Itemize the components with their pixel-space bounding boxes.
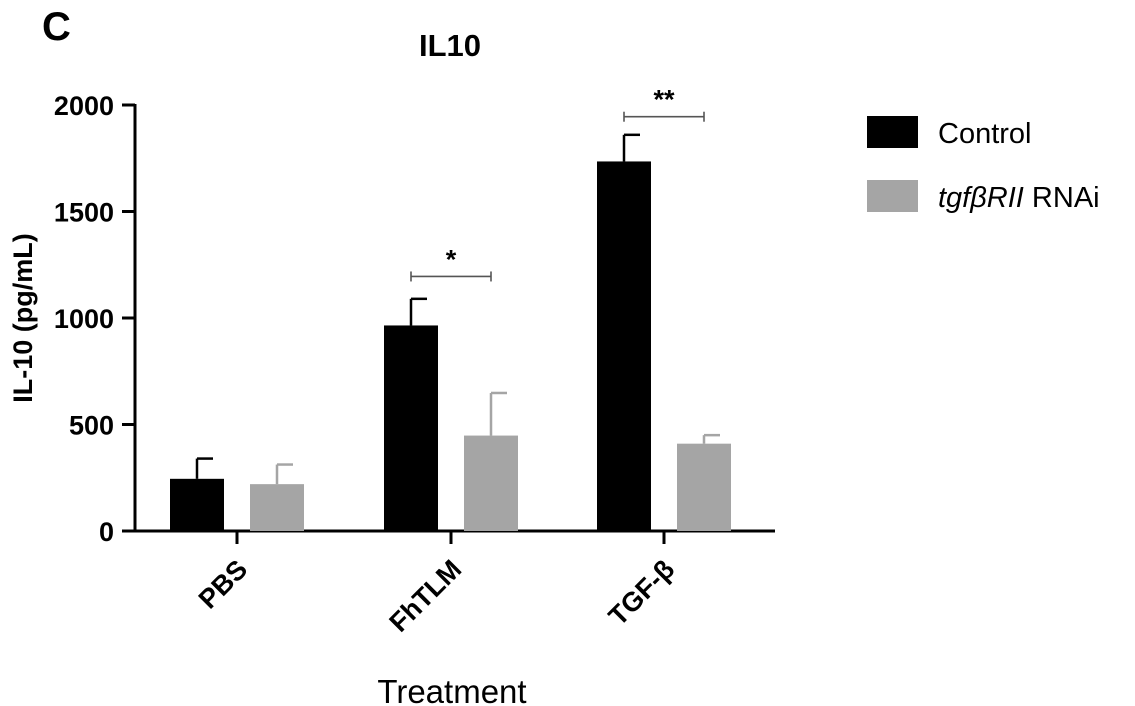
bar [170,478,224,531]
y-tick-label: 1000 [54,304,114,334]
bars [170,161,731,531]
legend-label: tgfβRII RNAi [938,182,1100,214]
legend-swatch [867,180,918,212]
significance-annotations: *** [410,85,705,282]
chart-title: IL10 [419,28,481,63]
y-ticks: 0 500 1000 1500 2000 [54,91,135,547]
error-bars [195,133,720,485]
significance-label: * [446,244,457,274]
legend-label-italic: tgfβRII [938,182,1024,214]
legend: Control tgfβRII RNAi [867,116,1100,214]
panel-label: C [42,5,71,49]
bar [464,435,518,531]
legend-label: Control [938,118,1032,150]
x-tick-label: PBS [193,554,253,614]
x-ticks: PBS FhTLM TGF-β [193,531,680,638]
y-tick-label: 0 [99,517,114,547]
y-tick-label: 2000 [54,91,114,121]
x-tick-label: TGF-β [603,554,680,631]
bar [384,325,438,531]
legend-swatch [867,116,918,148]
y-axis-label: IL-10 (pg/mL) [8,233,38,403]
y-tick-label: 500 [69,411,114,441]
bar [677,443,731,531]
legend-label-suffix: RNAi [1024,182,1100,214]
bar [597,161,651,531]
x-axis-label: Treatment [377,673,526,706]
x-tick-label: FhTLM [383,554,467,638]
bar [250,484,304,531]
y-tick-label: 1500 [54,198,114,228]
significance-label: ** [653,85,675,115]
